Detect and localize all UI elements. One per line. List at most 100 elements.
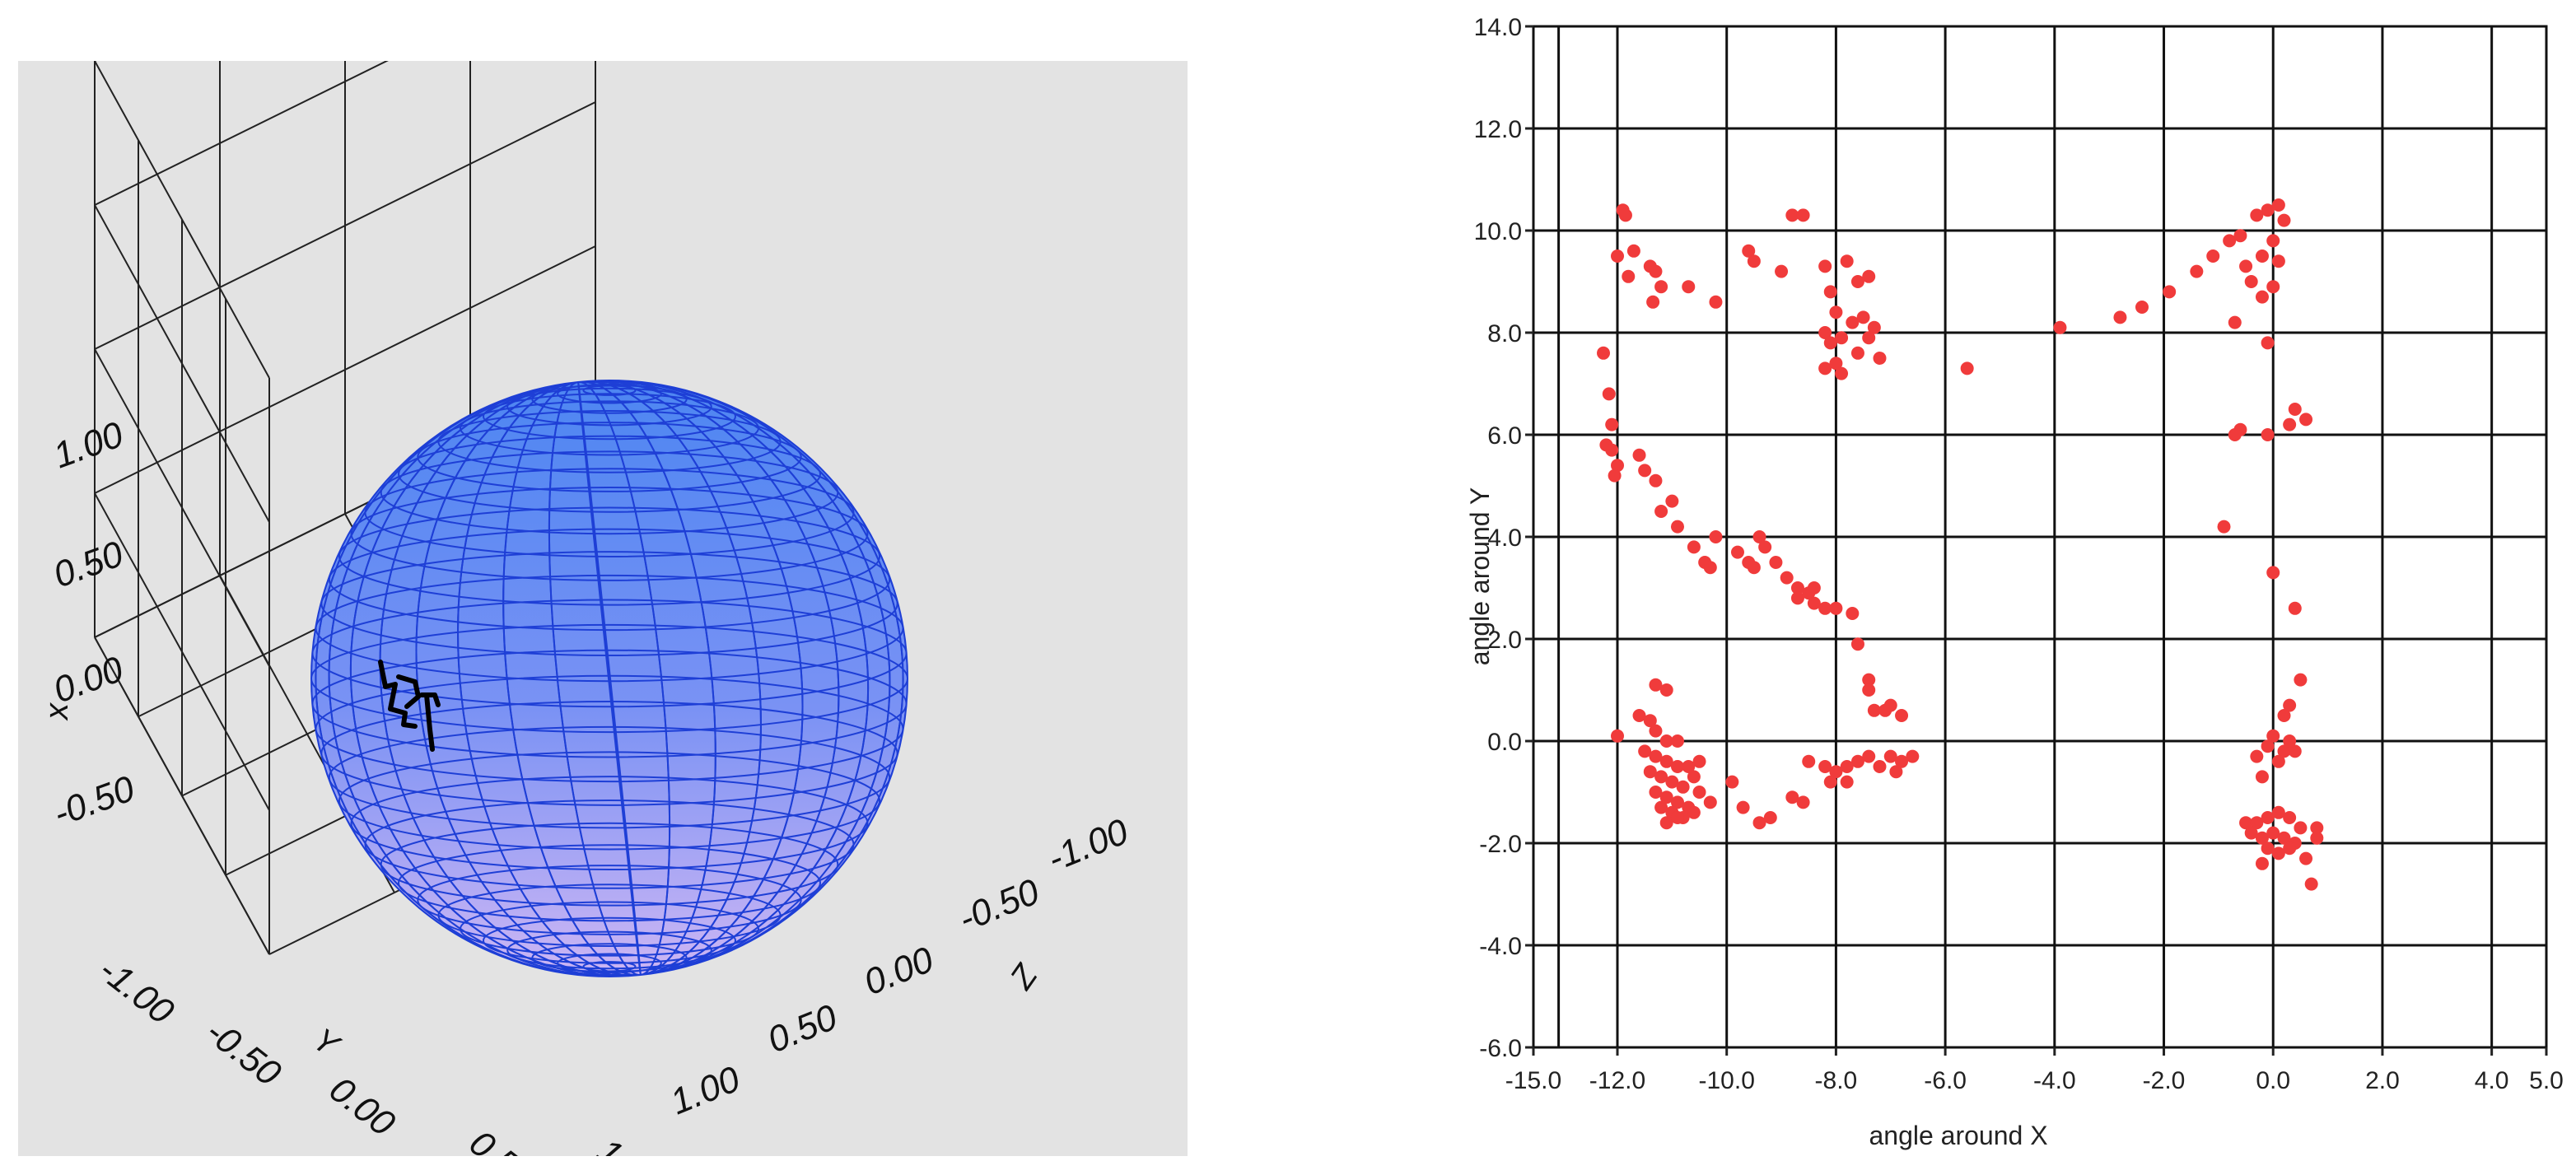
scatter-point (1649, 264, 1663, 278)
scatter-point (2310, 831, 2324, 845)
scatter-point (2135, 301, 2149, 314)
scatter-point (1654, 800, 1668, 814)
scatter-point (1862, 673, 1876, 687)
scatter-point (1638, 744, 1652, 758)
scatter-point (1850, 275, 1864, 288)
scatter-point (2255, 770, 2269, 784)
box-gridline (94, 61, 270, 379)
scatter-point (1829, 357, 1843, 371)
scatter-point (1725, 775, 1739, 789)
scatter-point (1862, 683, 1876, 697)
scatter-point (1618, 208, 1632, 222)
scatter-point (2266, 729, 2280, 743)
y-tick-label: 14.0 (1474, 14, 1522, 41)
scatter-point (2223, 234, 2237, 248)
scatter-point (1846, 315, 1860, 329)
trace-segment (419, 692, 441, 707)
scatter-point (1818, 361, 1832, 375)
y-tick-label: 12.0 (1474, 116, 1522, 143)
scatter-point (1790, 591, 1804, 605)
scatter-point (1785, 208, 1799, 222)
trace-path (378, 660, 441, 752)
x-axis-label: x (39, 702, 75, 721)
scatter-point (1654, 770, 1668, 784)
scatter-point (1682, 280, 1696, 294)
scatter-point (1867, 320, 1881, 334)
x-tick-label: 5.0 (2529, 1067, 2564, 1094)
scatter-x-axis-label: angle around X (1869, 1121, 2047, 1150)
scatter-point (1758, 540, 1772, 554)
scatter-point (1840, 775, 1854, 789)
scatter-point (1670, 734, 1684, 748)
scatter-point (1665, 494, 1679, 508)
scatter-point (2299, 413, 2313, 427)
scatter-point (1829, 765, 1843, 779)
scatter-point (1850, 346, 1864, 360)
scatter-point (1829, 305, 1843, 319)
scatter-point (1829, 601, 1843, 615)
scatter-point (1736, 800, 1750, 814)
y-tick-label: 0.0 (1487, 729, 1522, 756)
scatter-point (2271, 846, 2285, 860)
scatter-point (2261, 842, 2275, 856)
trace-segment (396, 674, 421, 709)
scatter-point (2255, 856, 2269, 870)
sphere-3d-svg: -0.500.000.501.00-1.00-0.500.000.501.00-… (18, 61, 1188, 1156)
x-tick-labels: -15.0 -12.0 -10.0 -8.0 -6.0 -4.0 -2.0 0.0 2.0 4.0… (1505, 1047, 2564, 1094)
scatter-point (2294, 673, 2308, 687)
scatter-point (1823, 336, 1837, 350)
sphere-parallel (338, 751, 881, 851)
scatter-point (1873, 760, 1887, 773)
x-tick-label: 2.0 (2365, 1067, 2400, 1094)
scatter-point (1611, 729, 1624, 743)
x-tick-label: 0.0 (2256, 1067, 2290, 1094)
scatter-point (1742, 244, 1756, 258)
scatter-point (1632, 448, 1646, 462)
scatter-point (1643, 765, 1657, 779)
scatter-point (1895, 709, 1909, 722)
scatter-point (2283, 698, 2297, 712)
scatter-point (1676, 780, 1690, 794)
sphere-parallel (483, 393, 736, 441)
scatter-point (2288, 744, 2302, 758)
scatter-point (1846, 607, 1860, 620)
x-tick-label: -8.0 (1815, 1067, 1858, 1094)
scatter-point (1626, 244, 1640, 258)
scatter-point (1862, 749, 1876, 763)
sphere-parallel (506, 387, 712, 427)
scatter-point (2266, 826, 2280, 840)
scatter-point (2244, 275, 2258, 288)
scatter-point (2261, 739, 2275, 753)
scatter-point (1670, 811, 1684, 824)
scatter-points (1597, 198, 2324, 891)
scatter-point (1659, 816, 1673, 830)
scatter-point (2261, 428, 2275, 441)
scatter-point (1670, 795, 1684, 809)
scatter-point (1649, 678, 1663, 692)
x-tick-label: -12.0 (1589, 1067, 1645, 1094)
scatter-point (2266, 280, 2280, 294)
scatter-point (1823, 775, 1837, 789)
sphere-parallel (483, 916, 736, 964)
scatter-point (2271, 198, 2285, 212)
scatter-point (1862, 331, 1876, 345)
scatter-point (1665, 775, 1679, 789)
scatter-point (1818, 259, 1832, 273)
scatter-point (1659, 734, 1673, 748)
scatter-point (1643, 714, 1657, 728)
y-tick-label: 10.0 (1474, 218, 1522, 245)
scatter-point (2277, 213, 2291, 227)
scatter-point (1692, 754, 1706, 768)
scatter-point (2283, 842, 2297, 856)
y-tick-label: -2.0 (1479, 831, 1522, 858)
sphere-3d-plot: -0.500.000.501.00-1.00-0.500.000.501.00-… (18, 61, 1188, 1156)
scatter-point (1906, 749, 1920, 763)
box-gridline (94, 101, 596, 350)
scatter-point (1597, 346, 1610, 360)
x-tick-label: -6.0 (1924, 1067, 1967, 1094)
scatter-point (2261, 811, 2275, 824)
sphere-parallel (398, 844, 821, 922)
sphere (310, 380, 908, 977)
scatter-point (2294, 821, 2308, 835)
scatter-point (1840, 254, 1854, 268)
